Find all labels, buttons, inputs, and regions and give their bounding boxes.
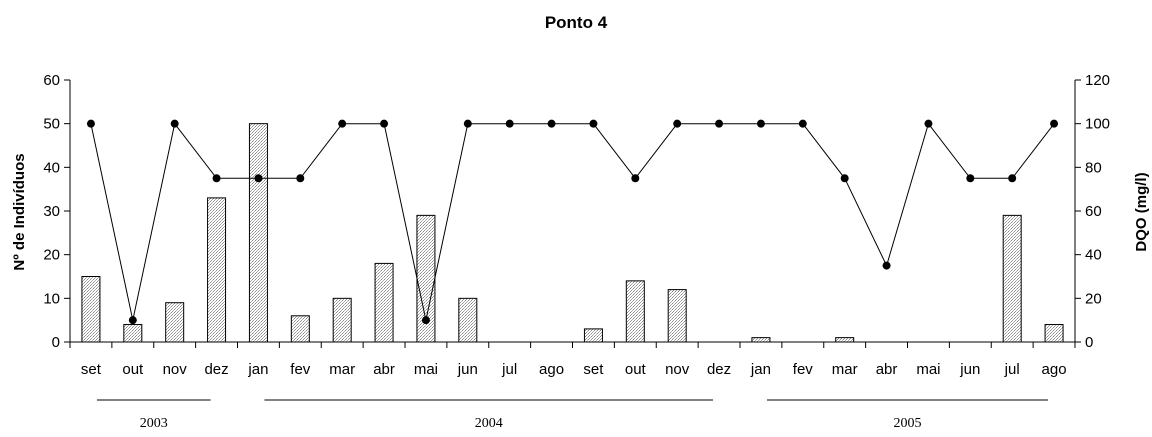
x-tick-label: mar: [329, 361, 355, 378]
y-left-tick-label: 0: [52, 334, 60, 351]
x-tick-label: set: [81, 361, 102, 378]
bar: [81, 276, 101, 343]
bar: [123, 324, 143, 343]
y-right-axis-label: DQO (mg/l): [1133, 172, 1150, 251]
dqo-point: [380, 119, 389, 128]
dqo-point: [631, 174, 640, 183]
x-tick-label: dez: [707, 361, 731, 378]
dqo-point: [86, 119, 95, 128]
bar: [165, 302, 185, 343]
y-left-tick-label: 60: [43, 72, 60, 89]
dqo-point: [966, 174, 975, 183]
year-groups: 2003 2004 2005: [96, 399, 1049, 431]
bar: [248, 123, 268, 343]
dqo-point: [254, 174, 263, 183]
y-right-tick-label: 20: [1085, 290, 1102, 307]
dqo-point: [1008, 174, 1017, 183]
y-right-tick-label: 40: [1085, 247, 1102, 264]
dqo-point: [547, 119, 556, 128]
dqo-point: [421, 316, 430, 325]
dqo-point: [924, 119, 933, 128]
x-tick-label: fev: [290, 361, 311, 378]
y-right-tick-label: 60: [1085, 203, 1102, 220]
bar: [1044, 324, 1064, 343]
x-tick-label: mai: [916, 361, 940, 378]
chart-title: Ponto 4: [545, 13, 608, 32]
x-tick-label: dez: [204, 361, 228, 378]
bar: [290, 315, 310, 343]
dqo-point: [505, 119, 514, 128]
dqo-point: [798, 119, 807, 128]
y-left-tick-label: 20: [43, 247, 60, 264]
dqo-point: [756, 119, 765, 128]
dqo-point: [589, 119, 598, 128]
x-tick-label: jul: [501, 361, 517, 378]
y-right-tick-label: 80: [1085, 159, 1102, 176]
y-left-tick-label: 40: [43, 159, 60, 176]
y-left-axis-label: Nº de Indivíduos: [11, 153, 28, 270]
y-left-tick-label: 50: [43, 116, 60, 133]
dqo-point: [463, 119, 472, 128]
bar: [458, 297, 478, 343]
dqo-line: [90, 122, 1055, 321]
bar: [1002, 214, 1022, 343]
bar: [835, 337, 855, 343]
dqo-point: [338, 119, 347, 128]
dqo-point: [673, 119, 682, 128]
y-right-tick-label: 120: [1085, 72, 1110, 89]
bar: [667, 289, 687, 343]
x-tick-label: mar: [832, 361, 858, 378]
dqo-point: [212, 174, 221, 183]
y-right-tick-label: 100: [1085, 116, 1110, 133]
x-tick-label: jan: [750, 361, 771, 378]
axes: 0 10 20 30 40 50 60 0 20 40 60 80 100 120: [43, 72, 1110, 351]
y-left-tick-label: 10: [43, 290, 60, 307]
year-group-label: 2004: [475, 416, 503, 431]
bar: [583, 328, 603, 343]
dqo-point: [715, 119, 724, 128]
x-tick-label: abr: [373, 361, 395, 378]
bar: [625, 280, 645, 343]
x-tick-label: jan: [247, 361, 268, 378]
dqo-point: [170, 119, 179, 128]
year-group-label: 2005: [894, 416, 922, 431]
x-tick-label: nov: [163, 361, 188, 378]
y-left-tick-label: 30: [43, 203, 60, 220]
x-tick-label: jul: [1004, 361, 1020, 378]
x-tick-label: mai: [414, 361, 438, 378]
x-tick-label: ago: [539, 361, 564, 378]
x-tick-label: out: [122, 361, 144, 378]
bar: [751, 337, 771, 343]
dqo-point: [128, 316, 137, 325]
x-tick-labels: set out nov dez jan fev mar abr mai jun jul ago set o…: [81, 361, 1067, 378]
x-tick-label: nov: [665, 361, 690, 378]
bar: [332, 297, 352, 343]
x-tick-label: out: [625, 361, 647, 378]
line-series: [86, 119, 1059, 325]
x-tick-label: abr: [876, 361, 898, 378]
x-tick-label: jun: [457, 361, 478, 378]
y-right-tick-label: 0: [1085, 334, 1093, 351]
x-tick-label: jun: [959, 361, 980, 378]
bar: [374, 262, 394, 343]
year-group-label: 2003: [140, 416, 168, 431]
dqo-point: [296, 174, 305, 183]
dqo-point: [840, 174, 849, 183]
x-tick-label: fev: [793, 361, 814, 378]
x-tick-label: ago: [1042, 361, 1067, 378]
x-tick-label: set: [583, 361, 604, 378]
bar: [207, 197, 227, 343]
dqo-point: [882, 261, 891, 270]
dqo-point: [1050, 119, 1059, 128]
bar-series: [81, 123, 1064, 343]
